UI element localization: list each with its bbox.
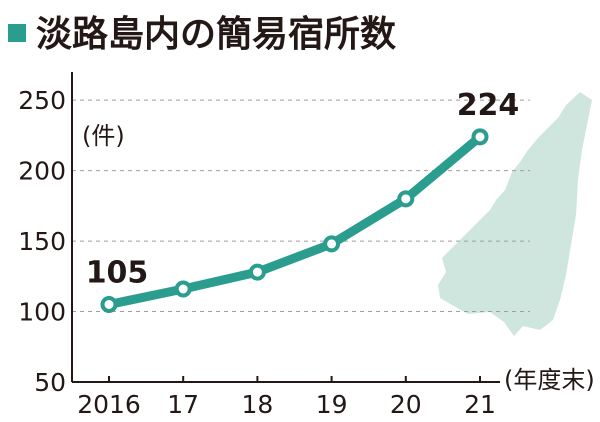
island-map-shape bbox=[438, 92, 592, 336]
y-tick-label: 250 bbox=[18, 86, 66, 115]
data-point bbox=[100, 296, 118, 313]
x-tick-label: 18 bbox=[241, 390, 273, 419]
title-marker bbox=[8, 24, 26, 42]
data-label: 105 bbox=[86, 256, 149, 291]
x-tick-label: 19 bbox=[316, 390, 348, 419]
y-tick-label: 100 bbox=[18, 298, 66, 327]
data-point bbox=[174, 280, 192, 298]
data-labels: 105 224 bbox=[86, 88, 520, 291]
x-tick-label: 20 bbox=[390, 390, 422, 419]
data-point bbox=[397, 190, 415, 208]
series-line bbox=[104, 132, 485, 309]
x-tick-label: 21 bbox=[464, 390, 496, 419]
x-unit-label: (年度末) bbox=[504, 366, 595, 394]
x-tick-label: 2016 bbox=[77, 390, 141, 419]
y-tick-label: 200 bbox=[18, 157, 66, 186]
x-tick-labels: 2016 17 18 19 20 21 bbox=[77, 376, 496, 419]
series-points bbox=[100, 128, 489, 313]
chart-title: 淡路島内の簡易宿所数 bbox=[36, 14, 396, 55]
y-unit-label: (件) bbox=[82, 122, 125, 150]
x-tick-label: 17 bbox=[167, 390, 199, 419]
data-point bbox=[471, 128, 489, 146]
y-tick-label: 50 bbox=[34, 368, 66, 397]
data-point bbox=[248, 263, 266, 281]
y-tick-labels: 50 100 150 200 250 bbox=[18, 86, 66, 397]
y-tick-label: 150 bbox=[18, 227, 66, 256]
data-point bbox=[323, 235, 341, 253]
data-label: 224 bbox=[457, 88, 520, 123]
